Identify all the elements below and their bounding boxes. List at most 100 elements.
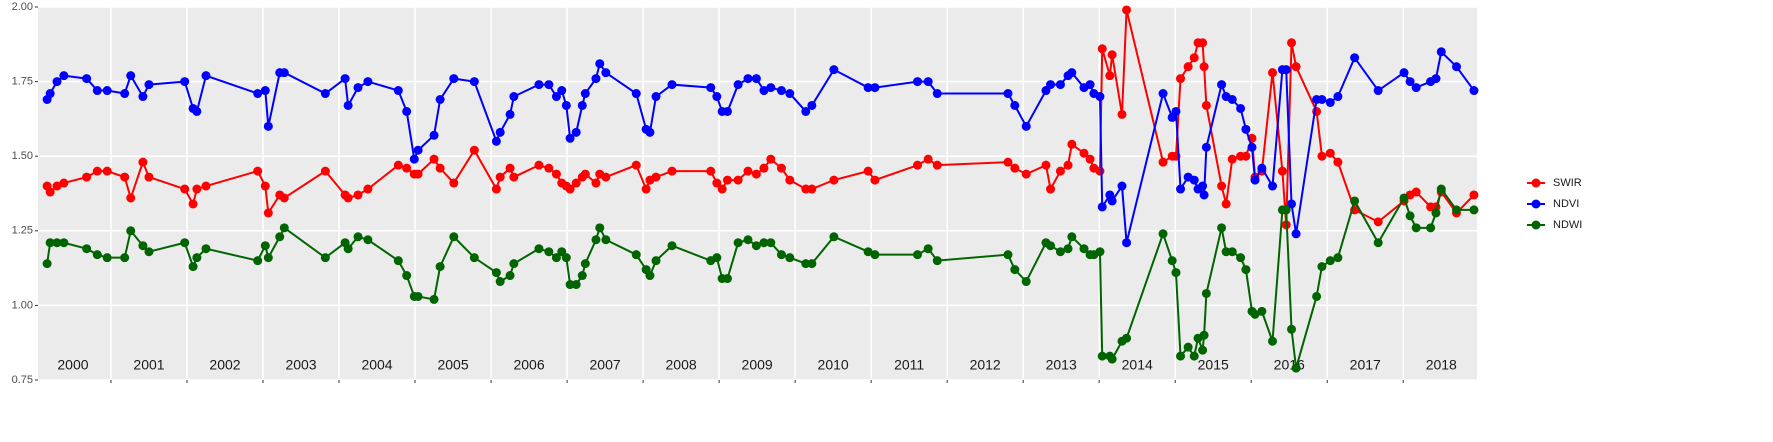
point bbox=[1469, 86, 1479, 96]
point bbox=[1199, 190, 1209, 200]
point bbox=[776, 250, 786, 260]
point bbox=[495, 172, 505, 182]
point bbox=[1221, 199, 1231, 209]
point bbox=[743, 166, 753, 176]
point bbox=[551, 169, 561, 179]
point bbox=[1107, 196, 1117, 206]
point bbox=[1317, 262, 1327, 272]
point bbox=[1055, 166, 1065, 176]
legend-marker bbox=[1531, 220, 1541, 230]
point bbox=[144, 172, 154, 182]
point bbox=[667, 80, 677, 90]
point bbox=[1021, 121, 1031, 131]
point bbox=[829, 175, 839, 185]
point bbox=[1426, 223, 1436, 233]
point bbox=[591, 235, 601, 245]
point bbox=[469, 77, 479, 87]
point bbox=[1198, 38, 1208, 48]
point bbox=[1399, 193, 1409, 203]
point bbox=[363, 235, 373, 245]
point bbox=[743, 235, 753, 245]
point bbox=[863, 83, 873, 93]
x-tick-label: 2016 bbox=[1274, 357, 1305, 373]
point bbox=[1003, 250, 1013, 260]
point bbox=[92, 166, 102, 176]
point bbox=[429, 130, 439, 140]
point bbox=[1041, 160, 1051, 170]
point bbox=[601, 235, 611, 245]
point bbox=[1189, 53, 1199, 63]
point bbox=[343, 244, 353, 254]
point bbox=[1236, 103, 1246, 113]
point bbox=[1105, 71, 1115, 81]
point bbox=[759, 86, 769, 96]
point bbox=[645, 271, 655, 281]
point bbox=[402, 106, 412, 116]
point bbox=[1257, 163, 1267, 173]
point bbox=[102, 253, 112, 263]
point bbox=[413, 291, 423, 301]
point bbox=[932, 256, 942, 266]
x-tick-label: 2014 bbox=[1122, 357, 1153, 373]
point bbox=[1257, 306, 1267, 316]
point bbox=[1021, 277, 1031, 287]
point bbox=[561, 100, 571, 110]
point bbox=[1333, 92, 1343, 102]
point bbox=[733, 175, 743, 185]
point bbox=[59, 71, 69, 81]
point bbox=[1469, 205, 1479, 215]
point bbox=[495, 277, 505, 287]
point bbox=[1189, 175, 1199, 185]
point bbox=[551, 92, 561, 102]
point bbox=[509, 259, 519, 269]
point bbox=[759, 163, 769, 173]
point bbox=[544, 247, 554, 257]
point bbox=[1003, 157, 1013, 167]
point bbox=[1277, 166, 1287, 176]
point bbox=[1117, 181, 1127, 191]
point bbox=[263, 121, 273, 131]
x-tick-label: 2005 bbox=[437, 357, 468, 373]
point bbox=[449, 74, 459, 84]
point bbox=[1451, 205, 1461, 215]
point bbox=[353, 83, 363, 93]
point bbox=[469, 145, 479, 155]
point bbox=[571, 127, 581, 137]
point bbox=[188, 262, 198, 272]
point bbox=[1350, 53, 1360, 63]
point bbox=[785, 253, 795, 263]
point bbox=[1055, 80, 1065, 90]
point bbox=[343, 193, 353, 203]
point bbox=[863, 247, 873, 257]
point bbox=[201, 71, 211, 81]
plot-panel bbox=[38, 7, 1477, 380]
y-tick-label: 0.75 bbox=[12, 374, 33, 386]
point bbox=[1236, 253, 1246, 263]
point bbox=[923, 77, 933, 87]
point bbox=[180, 184, 190, 194]
point bbox=[1171, 106, 1181, 116]
point bbox=[591, 74, 601, 84]
point bbox=[201, 181, 211, 191]
point bbox=[192, 184, 202, 194]
point bbox=[279, 193, 289, 203]
point bbox=[565, 133, 575, 143]
point bbox=[429, 294, 439, 304]
point bbox=[1122, 333, 1132, 343]
point bbox=[449, 178, 459, 188]
point bbox=[743, 74, 753, 84]
point bbox=[641, 184, 651, 194]
point bbox=[279, 223, 289, 233]
point bbox=[776, 86, 786, 96]
point bbox=[544, 163, 554, 173]
point bbox=[759, 238, 769, 248]
point bbox=[717, 184, 727, 194]
point bbox=[82, 172, 92, 182]
point bbox=[870, 175, 880, 185]
point bbox=[1247, 142, 1257, 152]
point bbox=[595, 59, 605, 69]
point bbox=[1333, 253, 1343, 263]
point bbox=[1411, 223, 1421, 233]
point bbox=[1097, 44, 1107, 54]
point bbox=[491, 136, 501, 146]
